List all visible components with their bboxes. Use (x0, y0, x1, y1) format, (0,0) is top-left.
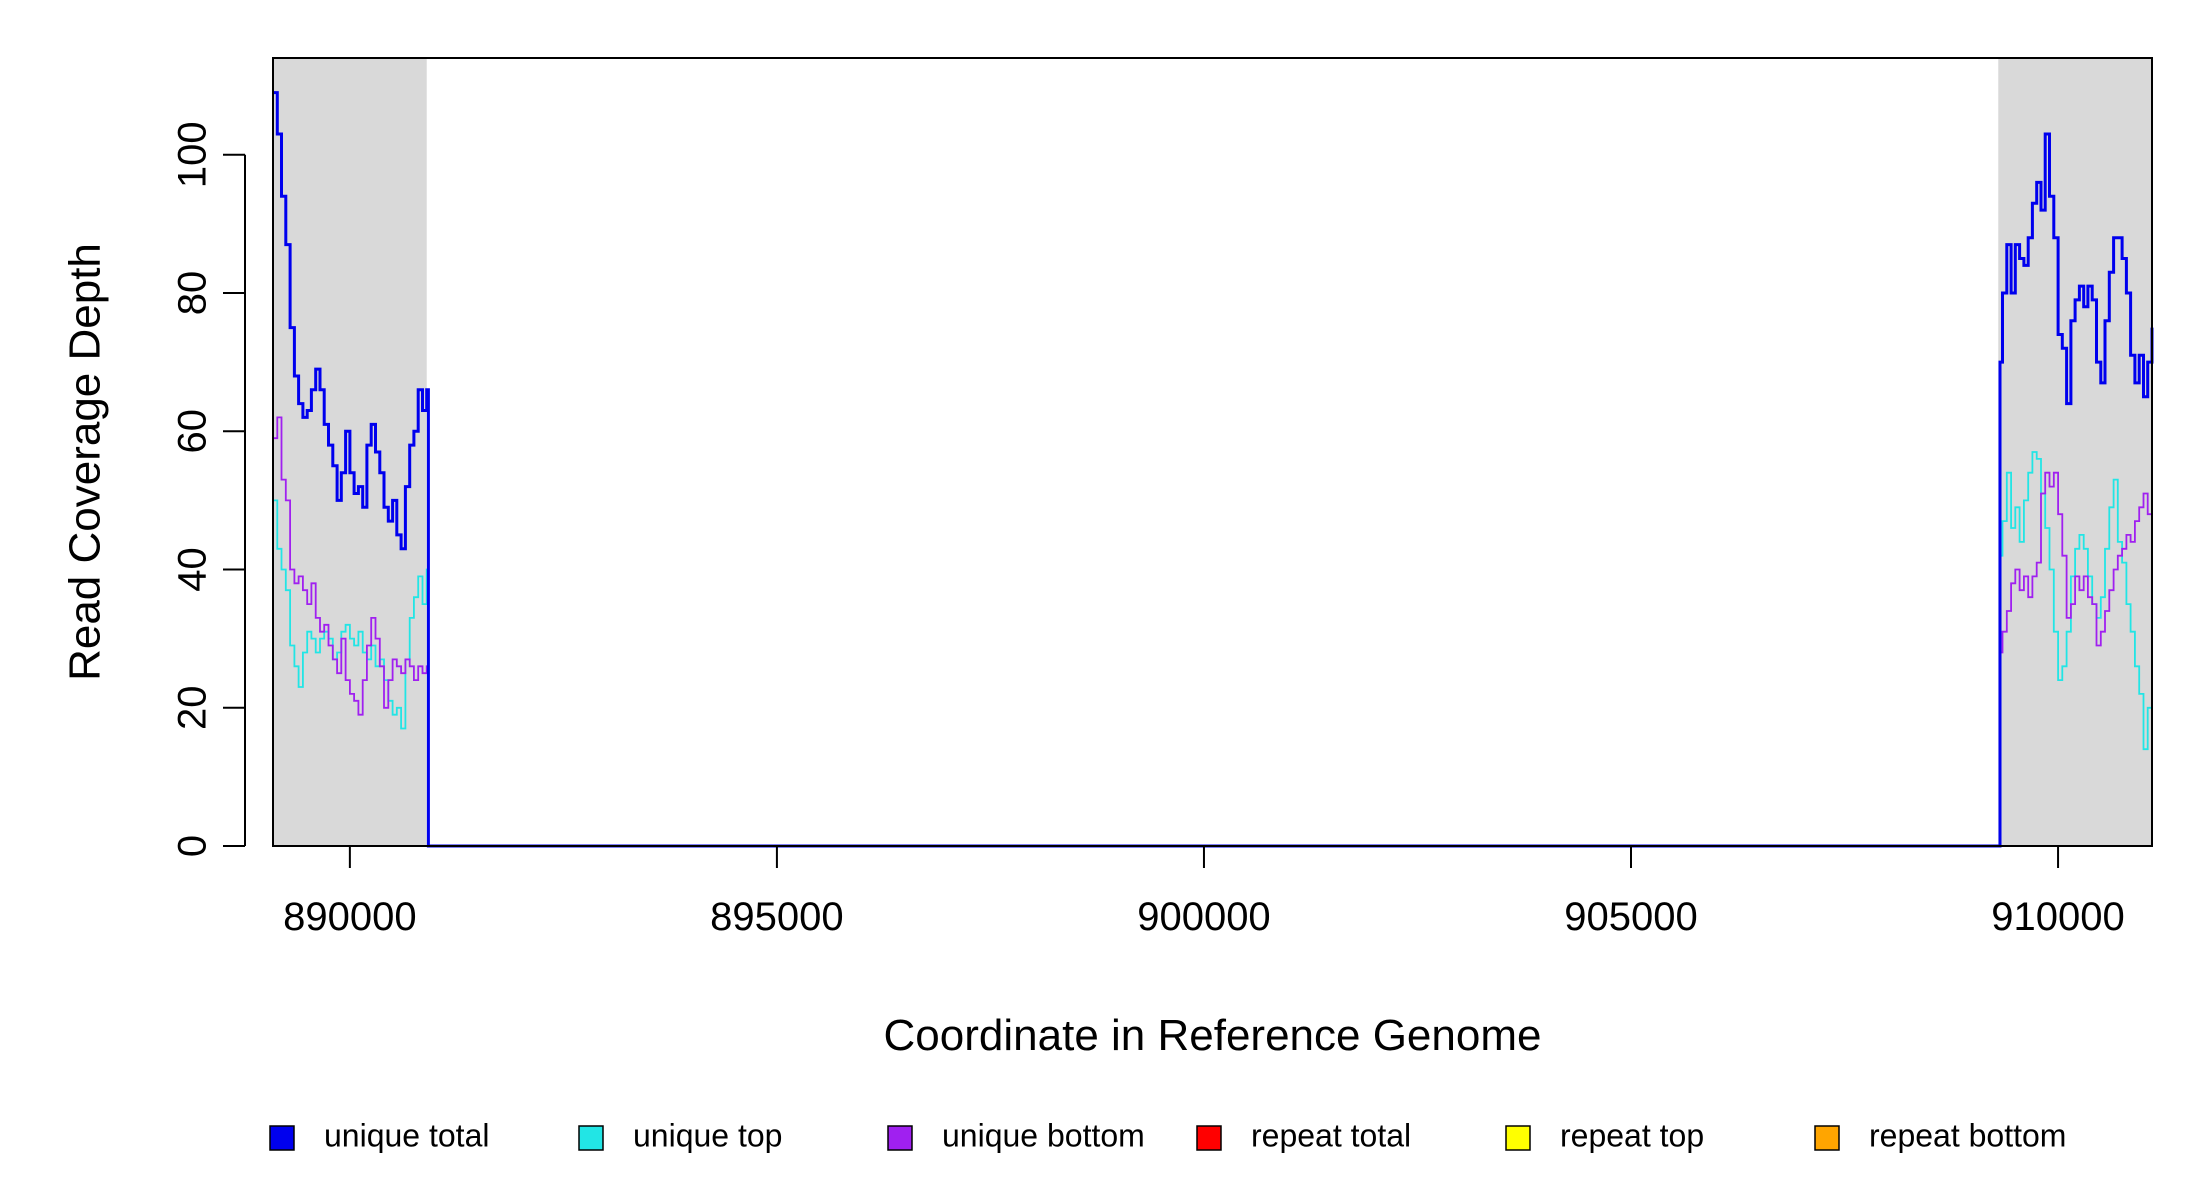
legend-swatch (1505, 1125, 1531, 1151)
x-tick-label: 910000 (1991, 895, 2124, 939)
x-tick-label: 905000 (1564, 895, 1697, 939)
y-axis: 0 20 40 60 80 100 (171, 121, 246, 857)
legend-swatch (1814, 1125, 1840, 1151)
legend: unique total unique top unique bottom repea… (269, 1117, 2066, 1153)
x-axis-title: Coordinate in Reference Genome (884, 1011, 1542, 1060)
x-tick-label: 890000 (283, 895, 416, 939)
x-axis: 890000 895000 900000 905000 910000 (283, 846, 2125, 939)
y-tick-label: 0 (171, 835, 215, 857)
y-tick-label: 20 (171, 686, 215, 731)
shaded-region-2 (1998, 58, 2152, 846)
y-tick-label: 80 (171, 271, 215, 316)
legend-label: repeat bottom (1869, 1117, 2066, 1153)
y-axis-title: Read Coverage Depth (61, 243, 110, 681)
x-tick-label: 900000 (1137, 895, 1270, 939)
legend-label: unique bottom (942, 1117, 1145, 1153)
y-tick-label: 60 (171, 409, 215, 454)
y-tick-label: 40 (171, 547, 215, 592)
series-unique-bottom (273, 416, 2153, 847)
series-unique-total (273, 91, 2154, 848)
legend-swatch (269, 1125, 295, 1151)
x-tick-label: 895000 (710, 895, 843, 939)
legend-swatch (578, 1125, 604, 1151)
series-lines (273, 91, 2154, 848)
legend-label: unique total (324, 1117, 489, 1153)
legend-swatch (1196, 1125, 1222, 1151)
y-tick-label: 100 (171, 121, 215, 188)
legend-swatch (887, 1125, 913, 1151)
legend-label: repeat total (1251, 1117, 1411, 1153)
series-unique-top (273, 451, 2153, 847)
legend-label: unique top (633, 1117, 782, 1153)
shaded-regions (273, 58, 2152, 846)
legend-label: repeat top (1560, 1117, 1704, 1153)
plot-frame (272, 57, 2153, 847)
